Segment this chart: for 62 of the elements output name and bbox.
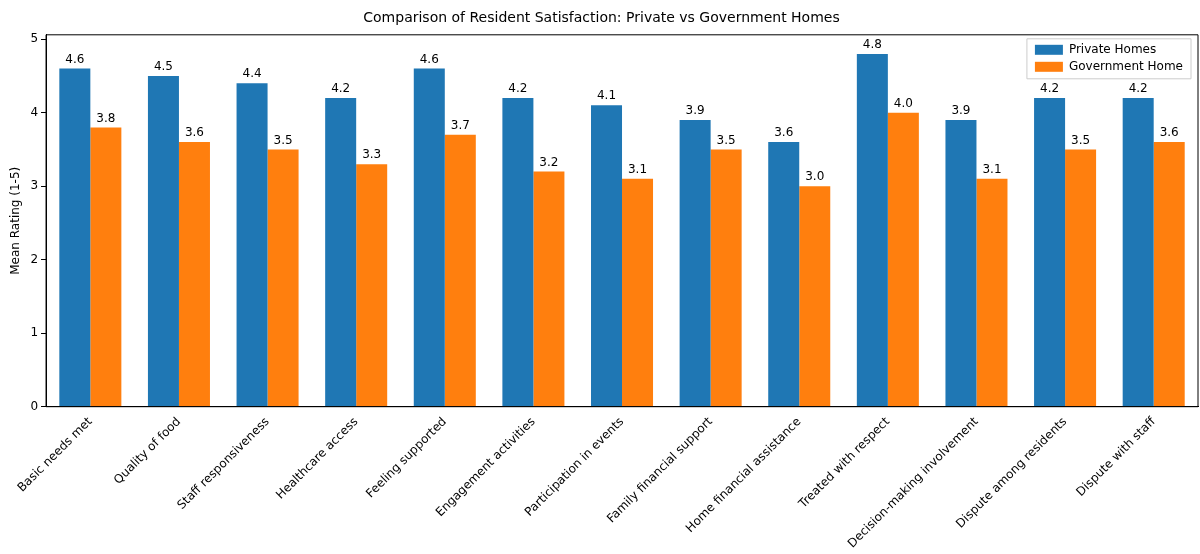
bar [533,171,565,407]
y-tick-label: 3 [30,178,39,193]
bar [356,164,388,407]
bar [1122,98,1154,407]
bar [768,142,800,407]
bar [1065,149,1097,407]
bar [1153,142,1185,407]
bar [710,149,742,407]
data-label: 3.1 [627,161,648,176]
data-label: 3.8 [96,110,116,125]
bar [856,53,888,407]
bar [413,68,445,407]
data-label: 4.4 [242,66,262,81]
data-label: 3.3 [362,147,382,162]
data-label: 3.5 [716,132,736,147]
bar [622,178,654,407]
bar [178,142,210,407]
legend-label: Private Homes [1068,41,1157,56]
bar [325,98,357,407]
bar [976,178,1008,407]
data-label: 4.2 [1040,81,1060,96]
data-label: 3.5 [273,132,293,147]
data-label: 3.7 [450,117,470,132]
data-label: 3.5 [1071,132,1091,147]
data-label: 4.8 [862,37,882,52]
bar [799,186,831,407]
data-label: 4.5 [153,59,173,74]
data-label: 3.6 [774,125,794,140]
data-label: 4.1 [596,88,617,103]
y-tick-label: 0 [30,398,39,413]
bar [502,98,534,407]
data-label: 3.6 [184,125,205,140]
data-label: 3.6 [1159,125,1179,140]
bar [267,149,299,407]
chart-title: Comparison of Resident Satisfaction: Private vs Government Homes [363,9,840,26]
bar [945,120,977,407]
y-tick-label: 5 [30,31,39,46]
bar [1034,98,1066,407]
data-label: 3.1 [982,161,1002,176]
y-tick-label: 2 [30,251,39,266]
bar [444,134,476,407]
bar [59,68,91,407]
data-label: 4.2 [1128,81,1148,96]
bar [591,105,623,407]
y-axis-title: Mean Rating (1-5) [8,166,23,275]
data-label: 3.0 [805,169,825,184]
bar [236,83,268,407]
data-label: 4.0 [893,95,913,110]
bar [90,127,122,407]
y-tick-label: 4 [30,104,39,119]
data-label: 4.2 [331,81,351,96]
data-label: 4.6 [419,51,439,66]
bar [147,75,179,407]
data-label: 4.2 [508,81,528,96]
y-tick-label: 1 [30,325,39,340]
bar [679,120,711,407]
data-label: 3.2 [539,154,559,169]
data-label: 3.9 [685,103,705,118]
bar [887,112,919,407]
data-label: 3.9 [951,103,971,118]
legend-label: Government Home [1068,58,1184,73]
data-label: 4.6 [65,51,85,66]
